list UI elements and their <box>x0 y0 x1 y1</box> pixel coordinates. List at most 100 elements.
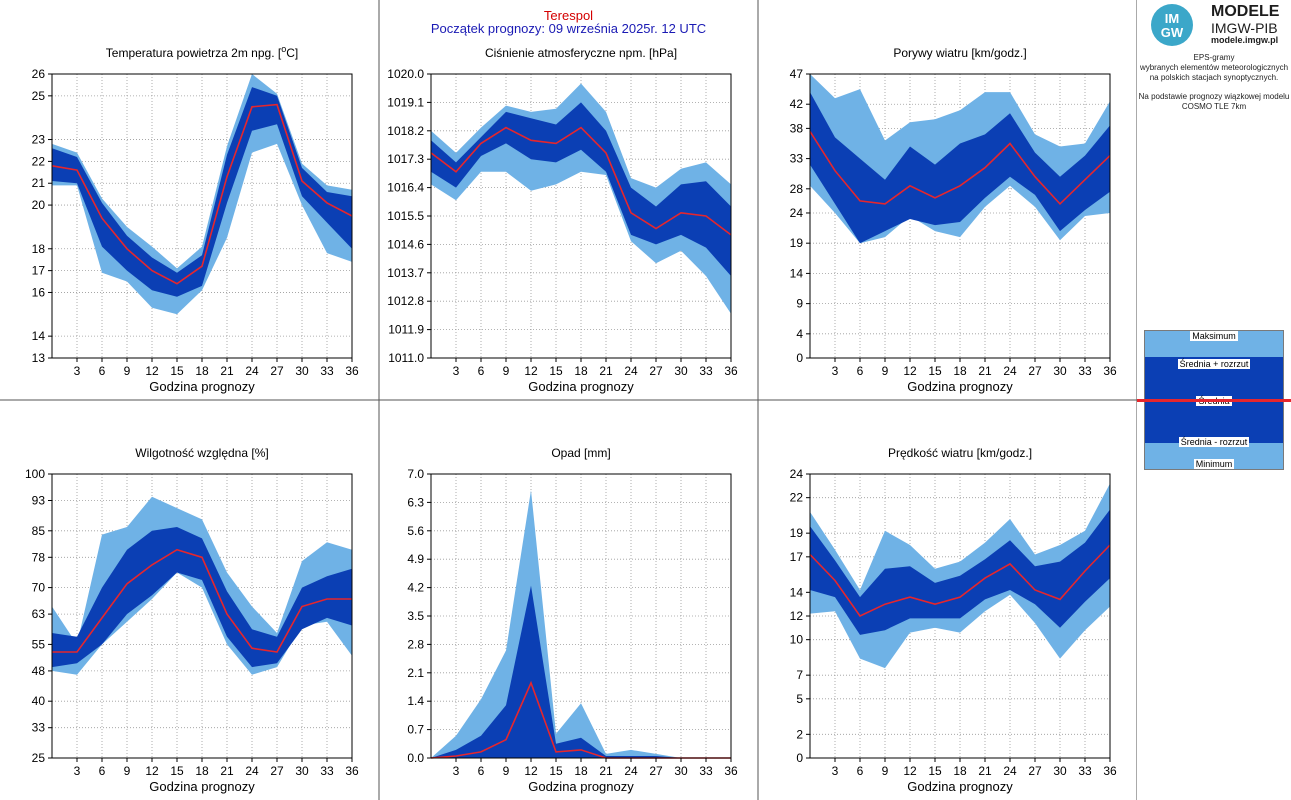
x-tick-label: 30 <box>674 764 688 778</box>
x-tick-label: 12 <box>524 764 538 778</box>
x-tick-label: 15 <box>170 364 184 378</box>
legend-mean-minus-label: Średnia - rozrzut <box>1178 437 1250 447</box>
x-tick-label: 33 <box>699 364 713 378</box>
x-tick-label: 24 <box>1003 764 1017 778</box>
x-tick-label: 21 <box>220 364 234 378</box>
y-tick-label: 22 <box>790 491 804 505</box>
x-tick-label: 6 <box>99 364 106 378</box>
y-tick-label: 1019.1 <box>387 95 424 109</box>
x-tick-label: 18 <box>195 364 209 378</box>
x-tick-label: 12 <box>145 364 159 378</box>
logo-badge-bottom: GW <box>1160 25 1184 40</box>
x-tick-label: 15 <box>170 764 184 778</box>
x-tick-label: 24 <box>245 364 259 378</box>
x-axis-label: Godzina prognozy <box>528 379 634 394</box>
y-tick-label: 14 <box>790 266 804 280</box>
x-axis-label: Godzina prognozy <box>907 779 1013 794</box>
x-tick-label: 30 <box>1053 364 1067 378</box>
x-tick-label: 18 <box>574 764 588 778</box>
x-tick-label: 36 <box>1103 364 1117 378</box>
x-tick-label: 12 <box>145 764 159 778</box>
desc-line: EPS-gramy <box>1193 53 1235 62</box>
x-tick-label: 21 <box>599 764 613 778</box>
y-tick-label: 4.9 <box>407 552 424 566</box>
y-tick-label: 5.6 <box>407 524 424 538</box>
y-tick-label: 17 <box>790 550 804 564</box>
x-tick-label: 18 <box>953 364 967 378</box>
y-tick-label: 1014.6 <box>387 237 424 251</box>
x-tick-label: 9 <box>124 764 131 778</box>
y-tick-label: 28 <box>790 182 804 196</box>
y-tick-label: 38 <box>790 121 804 135</box>
max-min-band <box>52 496 352 675</box>
chart-precip: Opad [mm] 0.0 0.7 1.4 2.1 2.8 3.5 4.2 4.9 5.6 6.3 7… <box>407 446 738 794</box>
x-tick-label: 18 <box>195 764 209 778</box>
y-tick-label: 4.2 <box>407 581 424 595</box>
y-tick-label: 48 <box>32 664 46 678</box>
chart-title: Porywy wiatru [km/godz.] <box>893 46 1026 60</box>
x-tick-label: 3 <box>832 764 839 778</box>
x-axis-label: Godzina prognozy <box>528 779 634 794</box>
y-tick-label: 1016.4 <box>387 181 424 195</box>
desc-line: na polskich stacjach synoptycznych. <box>1149 73 1279 82</box>
eps-chart-grid: Temperatura powietrza 2m npg. [oC] 13 14 16… <box>0 0 1137 800</box>
x-tick-label: 36 <box>345 764 359 778</box>
x-tick-label: 6 <box>478 764 485 778</box>
y-tick-label: 33 <box>32 721 46 735</box>
x-tick-label: 6 <box>857 764 864 778</box>
y-tick-label: 16 <box>32 285 46 299</box>
y-tick-label: 6.3 <box>407 495 424 509</box>
y-tick-label: 1020.0 <box>387 67 424 81</box>
y-tick-label: 0.7 <box>407 723 424 737</box>
x-tick-label: 24 <box>624 364 638 378</box>
chart-title: Wilgotność względna [%] <box>135 446 268 460</box>
imgw-logo-icon: IM GW <box>1151 4 1193 46</box>
chart-humidity: Wilgotność względna [%]25334048556370788… <box>25 446 359 794</box>
description: EPS-gramy wybranych elementów meteorolog… <box>1137 53 1291 112</box>
mean-line <box>52 548 352 653</box>
chart-temp: Temperatura powietrza 2m npg. [oC] 13 14 16… <box>32 44 359 394</box>
x-tick-label: 9 <box>124 364 131 378</box>
x-tick-label: 24 <box>245 764 259 778</box>
x-tick-label: 33 <box>320 764 334 778</box>
x-tick-label: 9 <box>503 764 510 778</box>
x-tick-label: 24 <box>624 764 638 778</box>
x-tick-label: 27 <box>1028 764 1042 778</box>
mean-line <box>809 130 1111 206</box>
y-tick-label: 9 <box>796 297 803 311</box>
station-name: Terespol <box>543 8 594 23</box>
mean-line <box>51 103 353 285</box>
x-tick-label: 3 <box>832 364 839 378</box>
x-tick-label: 21 <box>220 764 234 778</box>
y-tick-label: 7.0 <box>407 467 424 481</box>
y-tick-label: 4 <box>796 327 803 341</box>
spread-band <box>810 92 1110 244</box>
y-tick-label: 42 <box>790 97 804 111</box>
y-tick-label: 13 <box>32 351 46 365</box>
x-tick-label: 12 <box>903 764 917 778</box>
logo-subtitle: IMGW-PIB <box>1211 20 1278 36</box>
imgw-logo[interactable]: IM GW MODELE IMGW-PIB modele.imgw.pl <box>1145 2 1291 46</box>
y-tick-label: 33 <box>790 152 804 166</box>
y-tick-label: 1013.7 <box>387 266 424 280</box>
x-tick-label: 33 <box>320 364 334 378</box>
y-tick-label: 70 <box>32 581 46 595</box>
y-tick-label: 2.1 <box>407 666 424 680</box>
y-tick-label: 19 <box>790 236 804 250</box>
y-tick-label: 14 <box>790 585 804 599</box>
desc-line: COSMO TLE 7km <box>1181 102 1247 111</box>
y-tick-label: 85 <box>32 524 46 538</box>
logo-badge-top: IM <box>1164 11 1180 26</box>
legend-mean-plus-label: Średnia + rozrzut <box>1177 359 1251 369</box>
x-tick-label: 9 <box>503 364 510 378</box>
y-tick-label: 17 <box>32 264 46 278</box>
y-tick-label: 1018.2 <box>387 124 424 138</box>
desc-line: Na podstawie prognozy wiązkowej modelu <box>1138 92 1290 101</box>
legend-mean-line <box>1137 399 1291 402</box>
x-tick-label: 3 <box>453 764 460 778</box>
y-tick-label: 1017.3 <box>387 152 424 166</box>
x-tick-label: 30 <box>674 364 688 378</box>
x-tick-label: 36 <box>345 364 359 378</box>
y-tick-label: 78 <box>32 550 46 564</box>
chart-title: Ciśnienie atmosferyczne npm. [hPa] <box>485 46 677 60</box>
